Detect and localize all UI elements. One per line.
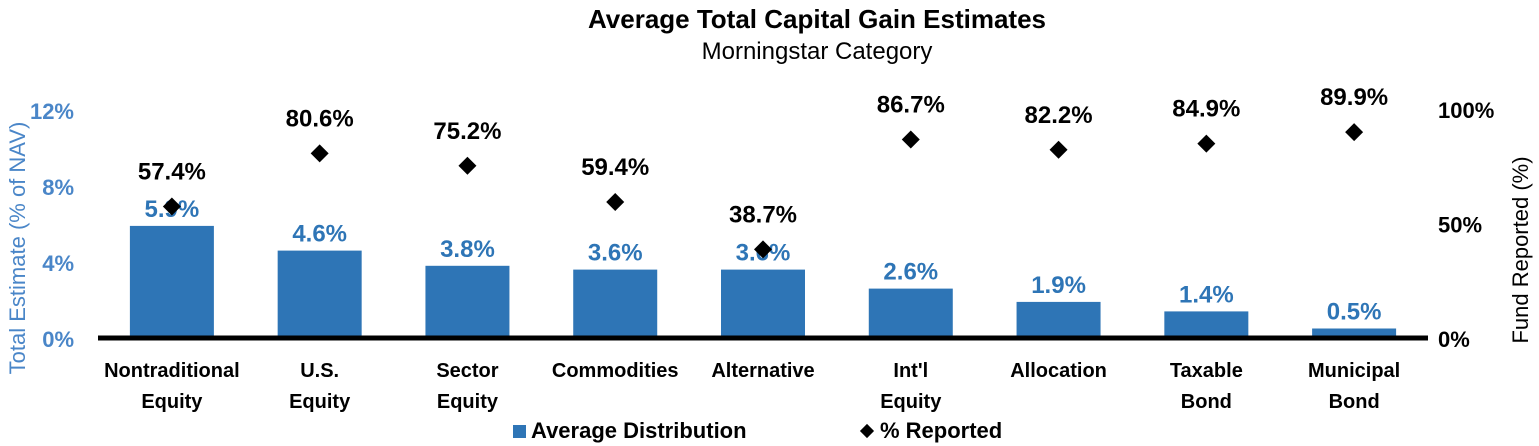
reported-point [458, 156, 477, 175]
point-data-label: 89.9% [1320, 84, 1388, 111]
x-tick-label: Allocation [1010, 360, 1107, 382]
y2-axis-title: Fund Reported (%) [1508, 156, 1533, 343]
bar [425, 265, 510, 338]
y-tick-label: 0% [42, 327, 74, 352]
bar [129, 225, 214, 338]
reported-point [1345, 123, 1364, 142]
x-tick-label: Sector [436, 360, 498, 382]
legend-label-average-distribution: Average Distribution [531, 418, 747, 443]
point-data-label: 86.7% [877, 91, 945, 118]
bar-data-label: 1.9% [1031, 272, 1086, 299]
reported-point [901, 130, 920, 149]
bar [277, 250, 362, 338]
reported-point [754, 240, 772, 259]
legend-diamond-marker [859, 423, 875, 439]
bar [573, 269, 658, 338]
x-tick-label: Equity [880, 391, 942, 413]
y-tick-label: 12% [30, 99, 74, 124]
bar-data-label: 3.8% [440, 236, 495, 263]
x-tick-label: Equity [289, 391, 351, 413]
bar [721, 269, 805, 338]
x-tick-label: Equity [141, 391, 203, 413]
bar-data-label: 0.5% [1327, 299, 1382, 326]
point-data-label: 80.6% [286, 105, 354, 132]
reported-point [606, 192, 625, 211]
legend-item-reported: % Reported [859, 418, 1003, 444]
bar [1164, 311, 1249, 338]
reported-point [1197, 134, 1216, 153]
bar-data-label: 1.4% [1179, 281, 1234, 308]
chart-subtitle: Morningstar Category [701, 38, 933, 65]
y2-tick-label: 50% [1438, 213, 1482, 238]
y-axis-title: Total Estimate (% of NAV) [5, 122, 30, 375]
point-data-label: 75.2% [433, 118, 501, 145]
x-tick-label: Taxable [1170, 360, 1243, 382]
x-tick-label: Bond [1329, 391, 1380, 413]
x-tick-label: Municipal [1308, 360, 1400, 382]
bar-data-label: 4.6% [292, 221, 347, 248]
x-tick-label: Bond [1181, 391, 1232, 413]
bar [1016, 301, 1101, 338]
reported-point [1049, 140, 1068, 159]
reported-point [162, 197, 181, 216]
point-data-label: 82.2% [1025, 102, 1093, 129]
bar [1312, 328, 1397, 338]
legend-label-reported: % Reported [880, 418, 1003, 443]
y2-tick-label: 0% [1438, 327, 1470, 352]
x-tick-label: Alternative [711, 360, 814, 382]
point-data-label: 38.7% [729, 201, 797, 228]
x-tick-label: Int'l [893, 360, 928, 382]
point-data-label: 84.9% [1172, 96, 1240, 123]
legend: Average Distribution % Reported [0, 418, 1539, 446]
point-data-label: 57.4% [138, 159, 206, 186]
bar-data-label: 2.6% [883, 259, 938, 286]
reported-point [310, 144, 329, 163]
x-tick-label: Equity [437, 391, 499, 413]
point-data-label: 59.4% [581, 154, 649, 181]
y-tick-label: 4% [42, 251, 74, 276]
legend-item-average-distribution: Average Distribution [513, 418, 747, 444]
bar-data-label: 3.6% [588, 240, 643, 267]
chart-title: Average Total Capital Gain Estimates [587, 4, 1047, 34]
y-tick-label: 8% [42, 175, 74, 200]
x-tick-label: U.S. [300, 360, 339, 382]
legend-bar-swatch [513, 424, 526, 438]
y2-tick-label: 100% [1438, 98, 1494, 123]
x-tick-label: Commodities [552, 360, 679, 382]
x-tick-label: Nontraditional [104, 360, 240, 382]
bar [868, 288, 953, 338]
